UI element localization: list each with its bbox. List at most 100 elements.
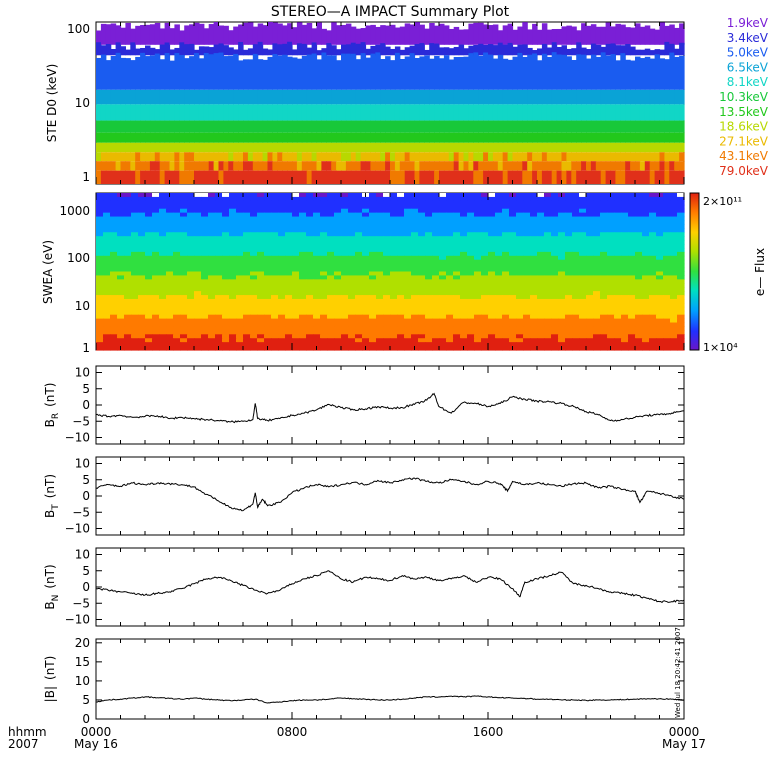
swea-cell [565, 263, 573, 269]
swea-cell [607, 220, 615, 225]
swea-cell [432, 302, 440, 308]
swea-cell [299, 287, 307, 292]
swea-cell [453, 334, 461, 339]
ste-cell [238, 60, 244, 90]
swea-cell [397, 236, 405, 241]
swea-cell [355, 318, 363, 324]
swea-cell [614, 342, 622, 347]
swea-cell [663, 283, 671, 288]
ste-cell [360, 42, 367, 56]
swea-cell [509, 306, 517, 312]
ste-cell [605, 55, 612, 90]
swea-cell [418, 247, 426, 253]
swea-cell [523, 196, 531, 202]
ste-cell [194, 152, 200, 162]
swea-cell [467, 240, 475, 245]
swea-cell [187, 236, 195, 241]
swea-cell [530, 306, 538, 312]
ste-cell [581, 47, 587, 56]
swea-cell [152, 310, 160, 316]
swea-cell [215, 302, 223, 308]
swea-cell [320, 236, 328, 241]
ste-cell [679, 142, 685, 153]
ste-cell [649, 50, 656, 56]
swea-cell [502, 279, 510, 284]
swea-cell [390, 216, 398, 222]
swea-cell [467, 228, 475, 233]
ste-cell [179, 120, 185, 133]
ste-cell [488, 54, 494, 90]
ste-cell [571, 170, 577, 184]
swea-cell [530, 240, 538, 245]
swea-cell [110, 334, 118, 339]
swea-cell [341, 318, 349, 324]
swea-cell [124, 295, 132, 300]
swea-cell [530, 302, 538, 308]
swea-cell [404, 224, 412, 229]
swea-cell [481, 263, 489, 269]
swea-cell [313, 302, 321, 308]
swea-cell [271, 314, 279, 320]
ste-cell [630, 142, 636, 153]
swea-cell [299, 275, 307, 280]
ste-cell [355, 152, 362, 162]
swea-cell [243, 326, 251, 331]
swea-cell [334, 279, 342, 284]
ste-cell [184, 152, 190, 162]
ste-cell [154, 53, 161, 90]
swea-cell [425, 224, 433, 229]
swea-cell [355, 193, 363, 198]
swea-cell [187, 326, 195, 331]
swea-cell [117, 200, 125, 206]
swea-cell [208, 259, 216, 265]
swea-cell [670, 267, 678, 273]
swea-cell [355, 275, 363, 280]
swea-cell [509, 200, 517, 206]
ste-cell [198, 23, 205, 45]
swea-cell [180, 275, 188, 280]
swea-cell [152, 342, 160, 347]
swea-cell [299, 193, 307, 198]
swea-cell [117, 338, 125, 343]
swea-cell [453, 310, 461, 316]
swea-cell [390, 212, 398, 218]
swea-panel: SWEA (eV) 1 10 100 1000 2×10¹¹ [41, 192, 767, 355]
ste-cell [130, 170, 136, 184]
swea-cell [194, 306, 202, 312]
swea-cell [418, 220, 426, 225]
swea-cell [495, 314, 503, 320]
swea-cell [670, 318, 678, 324]
swea-cell [299, 322, 307, 328]
swea-cell [460, 263, 468, 269]
ste-cell [551, 52, 558, 90]
ste-cell [483, 120, 489, 133]
swea-cell [677, 275, 685, 280]
swea-cell [467, 346, 475, 351]
swea-cell [670, 346, 678, 351]
swea-cell [649, 267, 657, 273]
ste-cell [595, 44, 602, 56]
swea-cell [453, 314, 461, 320]
swea-cell [474, 212, 482, 218]
swea-cell [96, 216, 104, 222]
swea-cell [285, 275, 293, 280]
ste-cell [507, 142, 514, 153]
swea-cell [551, 216, 559, 222]
swea-cell [159, 342, 167, 347]
ste-cell [468, 142, 474, 153]
swea-cell [355, 342, 363, 347]
swea-cell [145, 342, 153, 347]
ste-cell [527, 29, 533, 45]
swea-cell [670, 326, 678, 331]
swea-cell [271, 338, 279, 343]
swea-cell [481, 232, 489, 237]
ste-cell [561, 104, 567, 121]
ste-cell [537, 152, 543, 162]
swea-cell [117, 302, 125, 308]
ste-cell [399, 49, 406, 56]
swea-cell [110, 338, 118, 343]
swea-cell [558, 196, 566, 202]
ste-cell [267, 132, 273, 143]
swea-cell [460, 291, 468, 296]
swea-cell [320, 342, 328, 347]
